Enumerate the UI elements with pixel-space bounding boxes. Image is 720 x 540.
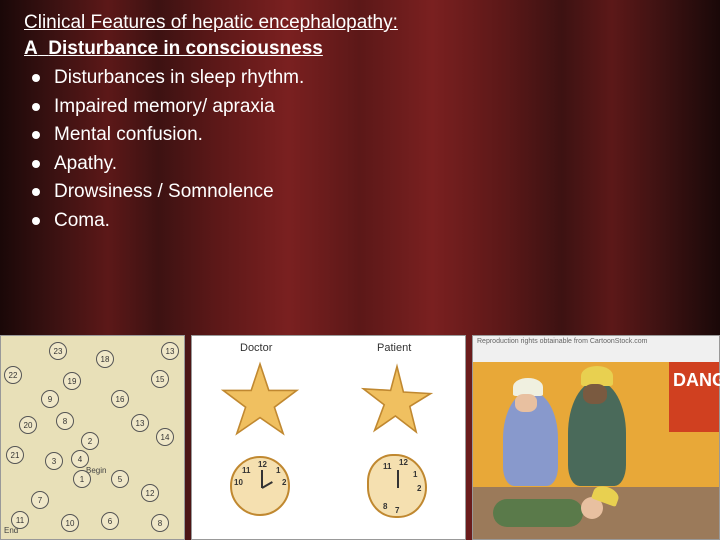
star-distorted-icon xyxy=(357,360,437,440)
star-icon xyxy=(220,360,300,440)
bullet-text: Coma. xyxy=(54,207,110,236)
number-circle: 13 xyxy=(161,342,179,360)
number-circle: 20 xyxy=(19,416,37,434)
clock-normal: 12 11 1 2 10 xyxy=(230,456,290,516)
list-item: Disturbances in sleep rhythm. xyxy=(32,64,700,93)
doctor-label: Doctor xyxy=(240,342,272,354)
worker-lying xyxy=(493,489,613,529)
clock-hand xyxy=(262,481,273,489)
number-circle: 22 xyxy=(4,366,22,384)
clock-num: 1 xyxy=(413,470,417,479)
bullet-list: Disturbances in sleep rhythm. Impaired m… xyxy=(24,64,700,235)
bullet-text: Mental confusion. xyxy=(54,121,203,150)
cartoon-image: Reproduction rights obtainable from Cart… xyxy=(472,335,720,540)
list-item: Apathy. xyxy=(32,150,700,179)
slide-subtitle: A Disturbance in consciousness xyxy=(24,38,700,60)
clock-num: 2 xyxy=(417,484,421,493)
number-circle: 2 xyxy=(81,432,99,450)
number-circle: 16 xyxy=(111,390,129,408)
number-circle: 6 xyxy=(101,512,119,530)
star-clock-image: Doctor Patient 12 11 1 2 10 12 11 1 2 7 … xyxy=(191,335,466,540)
list-item: Drowsiness / Somnolence xyxy=(32,178,700,207)
subtitle-prefix: A xyxy=(24,38,38,59)
worker-body xyxy=(493,499,583,527)
clock-distorted: 12 11 1 2 7 8 xyxy=(367,454,427,518)
clock-num: 10 xyxy=(234,478,243,487)
bullet-icon xyxy=(32,131,40,139)
bullet-text: Impaired memory/ apraxia xyxy=(54,93,275,122)
number-circle: 8 xyxy=(56,412,74,430)
worker-face xyxy=(515,394,537,412)
bullet-icon xyxy=(32,74,40,82)
worker-face xyxy=(583,384,607,404)
subtitle-text: Disturbance in consciousness xyxy=(48,38,323,59)
slide-title: Clinical Features of hepatic encephalopa… xyxy=(24,12,700,34)
number-circle: 18 xyxy=(96,350,114,368)
cartoon-attribution: Reproduction rights obtainable from Cart… xyxy=(473,336,719,362)
number-circle: 7 xyxy=(31,491,49,509)
number-circle: 9 xyxy=(41,390,59,408)
clock-num: 2 xyxy=(282,478,286,487)
clock-hand xyxy=(397,470,399,488)
number-circle: 5 xyxy=(111,470,129,488)
number-circle: 13 xyxy=(131,414,149,432)
bullet-text: Apathy. xyxy=(54,150,117,179)
number-circle: 12 xyxy=(141,484,159,502)
bullet-icon xyxy=(32,160,40,168)
clock-num: 12 xyxy=(258,460,267,469)
patient-label: Patient xyxy=(377,342,411,354)
number-circle: 19 xyxy=(63,372,81,390)
number-circle: 8 xyxy=(151,514,169,532)
number-circle: 23 xyxy=(49,342,67,360)
number-circle: 15 xyxy=(151,370,169,388)
trail-test-image: Begin End 231813221915916208132142134157… xyxy=(0,335,185,540)
list-item: Coma. xyxy=(32,207,700,236)
bullet-icon xyxy=(32,188,40,196)
list-item: Impaired memory/ apraxia xyxy=(32,93,700,122)
number-circle: 14 xyxy=(156,428,174,446)
hardhat-icon xyxy=(581,366,613,386)
clock-num: 8 xyxy=(383,502,387,511)
bullet-text: Disturbances in sleep rhythm. xyxy=(54,64,304,93)
number-circle: 11 xyxy=(11,511,29,529)
images-row: Begin End 231813221915916208132142134157… xyxy=(0,335,720,540)
number-circle: 10 xyxy=(61,514,79,532)
list-item: Mental confusion. xyxy=(32,121,700,150)
clock-num: 7 xyxy=(395,506,399,515)
clock-num: 11 xyxy=(383,462,391,471)
number-circle: 4 xyxy=(71,450,89,468)
clock-num: 12 xyxy=(399,458,408,467)
number-circle: 1 xyxy=(73,470,91,488)
bullet-icon xyxy=(32,217,40,225)
bullet-icon xyxy=(32,103,40,111)
clock-num: 1 xyxy=(276,466,280,475)
number-circle: 21 xyxy=(6,446,24,464)
danger-sign: DANG xyxy=(669,362,719,432)
bullet-text: Drowsiness / Somnolence xyxy=(54,178,274,207)
number-circle: 3 xyxy=(45,452,63,470)
clock-num: 11 xyxy=(242,466,250,475)
